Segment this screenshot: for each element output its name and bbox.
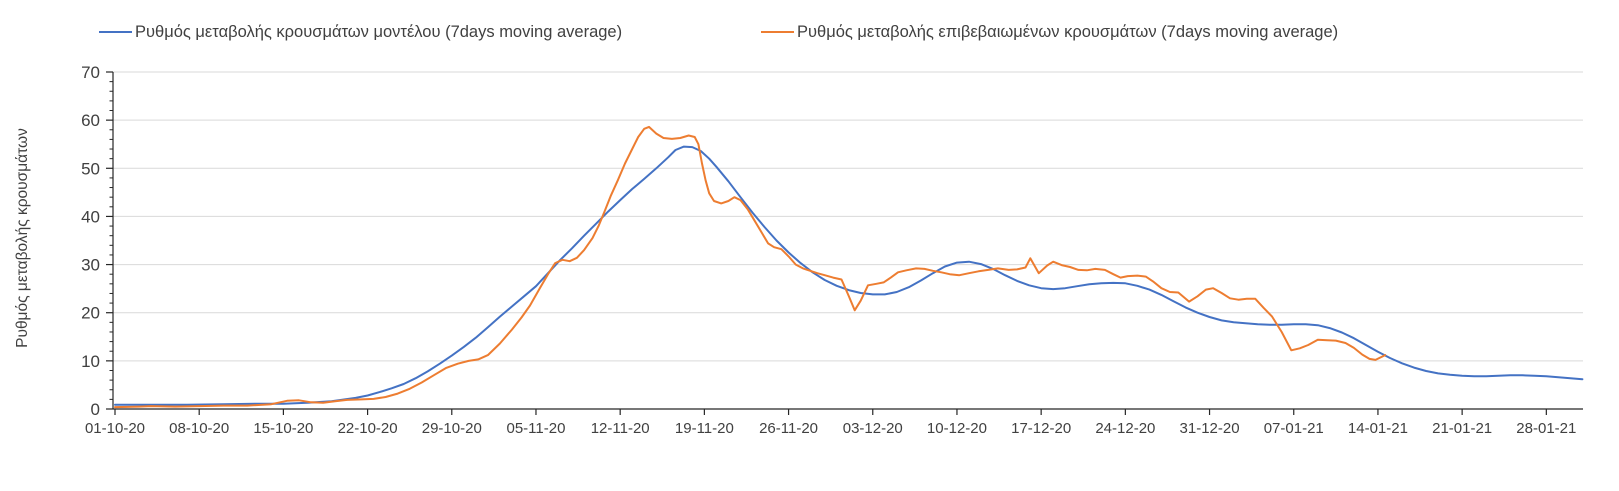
x-tick-label: 08-10-20 xyxy=(169,420,229,437)
axes xyxy=(112,72,1583,410)
x-tick-label: 12-11-20 xyxy=(591,420,650,437)
y-tick-label: 0 xyxy=(91,400,100,419)
x-tick-label: 01-10-20 xyxy=(85,420,145,437)
legend-label-confirmed: Ρυθμός μεταβολής επιβεβαιωμένων κρουσμάτ… xyxy=(797,22,1339,41)
y-tick-label: 50 xyxy=(81,159,100,178)
x-tick-label: 31-12-20 xyxy=(1180,420,1240,437)
y-tick-label: 60 xyxy=(81,111,100,130)
y-tick-label: 30 xyxy=(81,256,100,275)
confirmed-series-swatch-icon xyxy=(761,30,794,34)
x-tick-label: 14-01-21 xyxy=(1348,420,1408,437)
y-tick-label: 40 xyxy=(81,207,100,226)
x-tick-label: 07-01-21 xyxy=(1264,420,1324,437)
x-tick-label: 10-12-20 xyxy=(927,420,987,437)
x-tick-label: 17-12-20 xyxy=(1011,420,1071,437)
axis-ticks xyxy=(106,71,1547,415)
confirmed-series-line xyxy=(114,125,1387,409)
x-tick-label: 03-12-20 xyxy=(843,420,903,437)
legend-item-confirmed: Ρυθμός μεταβολής επιβεβαιωμένων κρουσμάτ… xyxy=(761,21,1338,43)
model-series-line xyxy=(114,145,1584,406)
y-tick-label: 10 xyxy=(81,352,100,371)
gridlines xyxy=(113,71,1583,362)
y-tick-label: 20 xyxy=(81,304,100,323)
x-tick-label: 21-01-21 xyxy=(1432,420,1492,437)
x-tick-label: 26-11-20 xyxy=(759,420,818,437)
x-tick-label: 19-11-20 xyxy=(675,420,734,437)
x-tick-label: 29-10-20 xyxy=(422,420,482,437)
model-series-swatch-icon xyxy=(99,30,132,34)
y-tick-label: 70 xyxy=(81,63,100,82)
legend-item-model: Ρυθμός μεταβολής κρουσμάτων μοντέλου (7d… xyxy=(99,21,622,43)
x-tick-label: 05-11-20 xyxy=(507,420,566,437)
x-tick-label: 15-10-20 xyxy=(253,420,313,437)
series-lines xyxy=(114,125,1584,409)
x-tick-label: 28-01-21 xyxy=(1516,420,1576,437)
axis-tick-labels: 0 10 20 30 40 50 60 70 01-10-20 08-10-20 15-10-20 2… xyxy=(81,63,1576,437)
x-tick-label: 22-10-20 xyxy=(338,420,398,437)
x-tick-label: 24-12-20 xyxy=(1095,420,1155,437)
legend-label-model: Ρυθμός μεταβολής κρουσμάτων μοντέλου (7d… xyxy=(135,22,623,41)
